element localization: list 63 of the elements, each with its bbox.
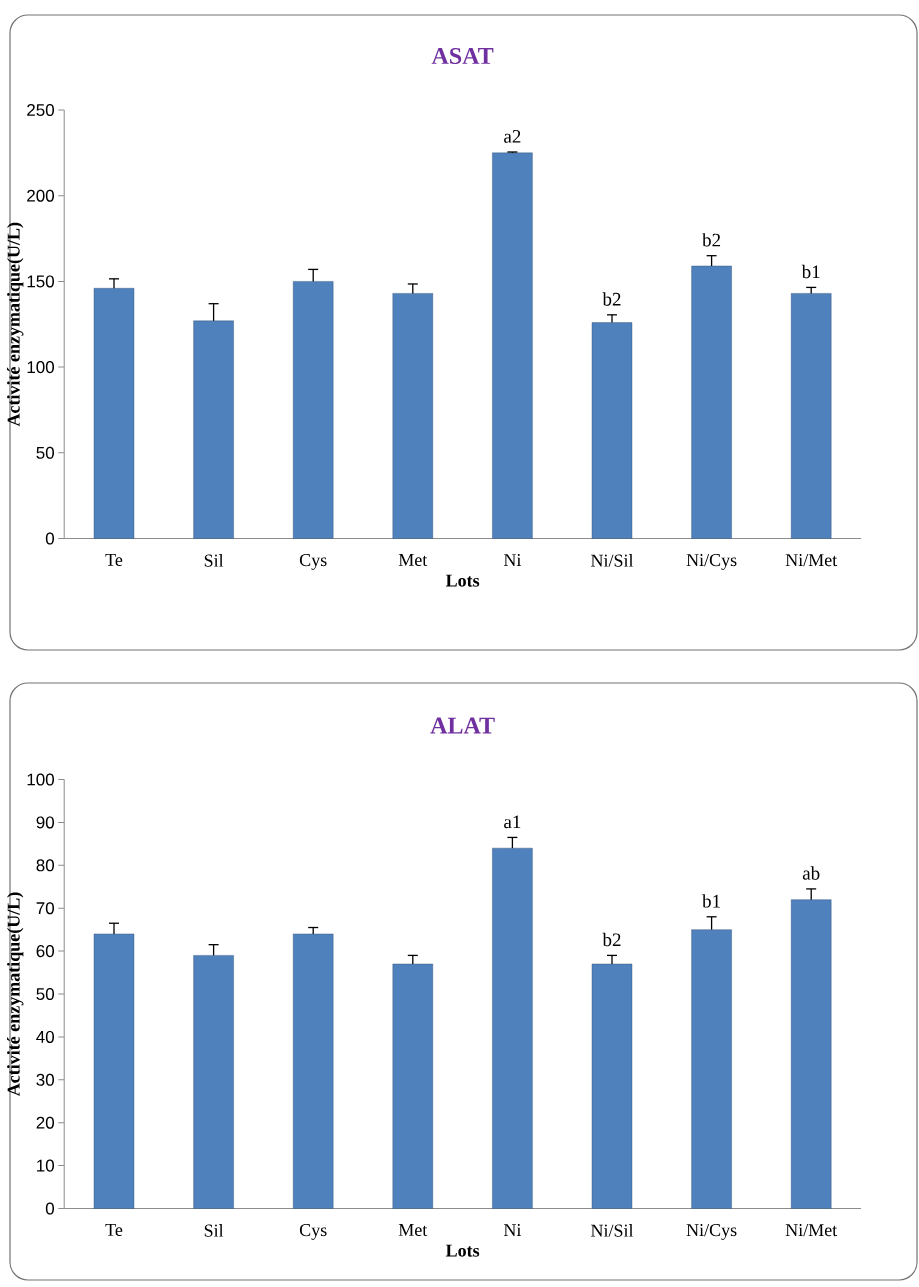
bar	[791, 293, 832, 539]
x-tick-label: Te	[105, 554, 123, 566]
x-tick-label: Ni/Sil	[591, 1224, 634, 1237]
y-tick-label: 50	[36, 987, 55, 1001]
annotation: b2	[602, 932, 621, 947]
y-tick-label: 60	[36, 945, 55, 958]
x-tick-label: Ni/Met	[785, 554, 838, 567]
y-tick-label: 150	[27, 275, 55, 288]
y-axis-title: Activité enzymatique(U/L)	[7, 222, 24, 427]
annotation: b2	[602, 292, 621, 306]
y-tick-label: 20	[36, 1116, 55, 1129]
annotation: ab	[802, 866, 820, 880]
x-axis-title: Lots	[445, 1244, 480, 1257]
x-tick-label: Ni/Cys	[686, 554, 737, 570]
bar	[193, 320, 234, 539]
x-tick-label: Ni/Cys	[686, 1224, 737, 1240]
x-tick-label: Sil	[204, 1224, 224, 1237]
y-tick-label: 10	[37, 1159, 55, 1172]
bar	[93, 288, 135, 539]
x-axis-title: Lots	[445, 574, 480, 587]
bar	[691, 265, 732, 539]
y-tick-label: 50	[36, 446, 55, 459]
x-tick-label: Cys	[299, 554, 327, 570]
x-tick-label: Met	[398, 1224, 428, 1237]
bar	[492, 152, 533, 539]
bar	[691, 929, 732, 1209]
annotation: a2	[504, 130, 521, 143]
y-tick-label: 80	[36, 859, 55, 872]
y-tick-label: 0	[45, 1202, 55, 1215]
y-tick-label: 40	[36, 1030, 55, 1043]
bar	[591, 963, 633, 1209]
y-tick-label: 70	[36, 902, 55, 915]
x-tick-label: Met	[398, 554, 428, 566]
y-tick-label: 30	[36, 1073, 55, 1086]
x-tick-label: Te	[105, 1224, 123, 1237]
y-tick-label: 0	[45, 532, 55, 545]
y-tick-label: 100	[27, 773, 55, 786]
annotation: b1	[702, 894, 720, 908]
y-tick-label: 250	[27, 103, 55, 117]
bar	[492, 847, 533, 1209]
bar	[93, 933, 135, 1209]
bar	[293, 281, 334, 539]
bar	[293, 933, 334, 1209]
annotation: a1	[504, 815, 521, 829]
y-tick-label: 90	[36, 816, 55, 829]
chart-title: ASAT	[431, 47, 494, 65]
chart-title: ALAT	[430, 717, 495, 734]
y-tick-label: 200	[27, 189, 55, 202]
bar	[193, 955, 234, 1209]
bar	[392, 293, 433, 539]
x-tick-label: Ni/Sil	[591, 554, 634, 567]
y-axis-title: Activité enzymatique(U/L)	[7, 892, 24, 1097]
y-tick-label: 100	[27, 361, 55, 374]
bar	[791, 899, 832, 1209]
x-tick-label: Ni	[503, 1224, 522, 1236]
bar	[392, 963, 433, 1209]
x-tick-label: Cys	[299, 1224, 327, 1240]
x-tick-label: Ni	[503, 554, 522, 566]
x-tick-label: Sil	[204, 554, 224, 567]
bar	[591, 322, 633, 539]
annotation: b2	[702, 233, 721, 247]
x-tick-label: Ni/Met	[785, 1224, 838, 1237]
annotation: b1	[801, 264, 820, 279]
